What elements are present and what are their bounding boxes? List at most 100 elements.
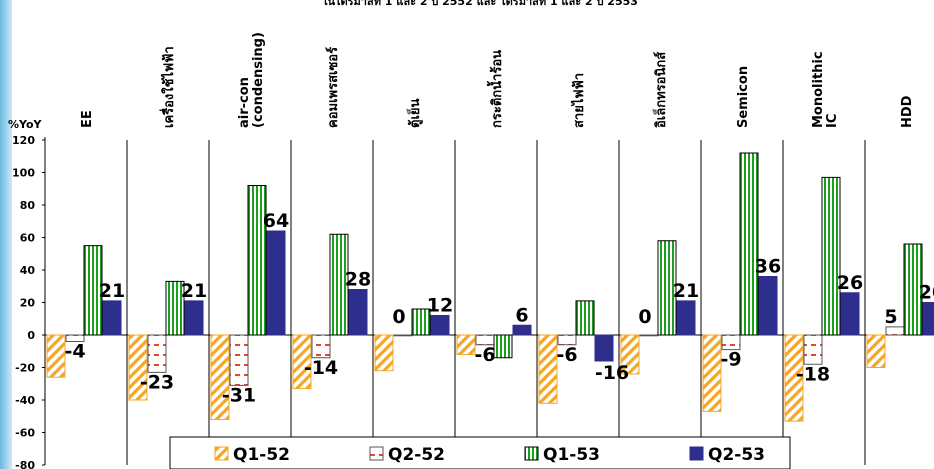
- bar-q2-52: [311, 334, 331, 359]
- bar-q1-53: [83, 245, 103, 336]
- bar-q2-53: [512, 324, 532, 336]
- bar-q1-52: [128, 334, 148, 401]
- data-label: -31: [222, 384, 256, 406]
- bar-q2-52: [65, 334, 85, 342]
- data-label: -6: [474, 344, 495, 366]
- category-label: HDD: [900, 95, 915, 128]
- bar-q1-52: [374, 334, 394, 372]
- bar-q1-53: [165, 280, 185, 336]
- bar-q2-52: [229, 334, 249, 386]
- bar-q2-53: [676, 300, 696, 336]
- bar-q2-53: [102, 300, 122, 336]
- data-label: 21: [181, 280, 207, 302]
- data-label: 6: [515, 304, 528, 326]
- category-label: air-con: [237, 77, 252, 128]
- bar-q2-52: [721, 334, 741, 351]
- y-tick-label: 60: [20, 232, 36, 245]
- data-label: -6: [556, 344, 577, 366]
- chart-title: ในไตรมาสที่ 1 และ 2 ปี 2552 และ ไตรมาสที…: [322, 0, 638, 8]
- bar-q1-53: [493, 334, 513, 359]
- bar-q2-52: [147, 334, 167, 373]
- category-label: (condensing): [251, 32, 266, 128]
- bar-q1-52: [210, 334, 230, 420]
- bar-q1-53: [247, 185, 267, 336]
- legend-swatch: [524, 446, 539, 461]
- legend-swatch: [214, 446, 229, 461]
- bar-q2-53: [266, 230, 286, 336]
- data-label: 36: [755, 256, 781, 278]
- data-label: 21: [673, 280, 699, 302]
- data-label: -18: [796, 363, 830, 385]
- category-label: Semicon: [736, 66, 751, 128]
- legend-swatch: [369, 446, 384, 461]
- legend-label: Q2-53: [708, 445, 765, 465]
- bar-q1-53: [329, 233, 349, 336]
- bar-q1-52: [46, 334, 66, 378]
- y-tick-label: 80: [20, 199, 36, 212]
- data-label: 64: [263, 210, 289, 232]
- bar-q1-52: [620, 334, 640, 375]
- y-tick-label: 40: [20, 264, 36, 277]
- bar-q2-52: [639, 334, 659, 337]
- legend-swatch: [689, 446, 704, 461]
- category-label: กระติกน้ำร้อน: [486, 50, 505, 128]
- bar-q1-53: [739, 152, 759, 336]
- y-tick-label: -80: [15, 459, 35, 469]
- data-label: 28: [345, 269, 371, 291]
- bar-q2-52: [885, 326, 905, 336]
- bar-q1-52: [784, 334, 804, 422]
- bar-q2-53: [430, 315, 450, 336]
- bar-q2-53: [594, 334, 614, 362]
- category-label: IC: [825, 114, 840, 128]
- category-label: ตู้เย็น: [405, 98, 423, 128]
- bar-q2-53: [348, 289, 368, 336]
- legend-label: Q1-53: [543, 445, 600, 465]
- bar-q2-52: [803, 334, 823, 365]
- bar-q2-53: [184, 300, 204, 336]
- category-label: Monolithic: [811, 51, 826, 128]
- bar-q2-52: [557, 334, 577, 346]
- legend-box: [169, 436, 791, 469]
- category-label: EE: [80, 110, 95, 128]
- bar-q1-53: [903, 243, 923, 336]
- data-label: 20: [919, 282, 934, 304]
- data-label: 12: [427, 295, 453, 317]
- y-tick-label: -40: [15, 394, 35, 407]
- bar-q1-52: [538, 334, 558, 404]
- category-label: อิเล็กทรอนิกส์: [651, 52, 669, 128]
- data-label: 0: [392, 306, 405, 328]
- bar-q1-53: [575, 300, 595, 336]
- bar-q1-52: [292, 334, 312, 390]
- category-label: คอมเพรสเซอร์: [325, 47, 341, 128]
- bar-q1-53: [411, 308, 431, 336]
- y-tick-label: 100: [12, 167, 35, 180]
- legend-label: Q2-52: [388, 445, 445, 465]
- data-label: 26: [837, 272, 863, 294]
- y-axis-label: %YoY: [8, 118, 43, 131]
- data-label: -14: [304, 357, 338, 379]
- data-label: -4: [64, 341, 85, 363]
- category-label: เครื่องใช้ไฟฟ้า: [159, 46, 177, 128]
- bar-q1-52: [866, 334, 886, 368]
- bar-q2-53: [840, 292, 860, 336]
- data-label: 0: [638, 306, 651, 328]
- bar-q1-53: [657, 240, 677, 336]
- legend-label: Q1-52: [233, 445, 290, 465]
- data-label: -9: [720, 349, 741, 371]
- y-tick-label: 0: [27, 329, 35, 342]
- data-label: -23: [140, 371, 174, 393]
- decorative-side-strip: [0, 0, 12, 469]
- bar-q2-53: [758, 276, 778, 336]
- y-tick-label: 20: [20, 297, 36, 310]
- bar-q2-52: [393, 334, 413, 337]
- bar-q1-52: [702, 334, 722, 412]
- data-label: -16: [595, 362, 629, 384]
- data-label: 5: [884, 306, 897, 328]
- bar-q2-53: [922, 302, 934, 336]
- bar-q1-52: [456, 334, 476, 355]
- bar-q1-53: [821, 176, 841, 336]
- y-tick-label: -60: [15, 427, 35, 440]
- data-label: 21: [99, 280, 125, 302]
- category-label: สายไฟฟ้า: [570, 73, 587, 128]
